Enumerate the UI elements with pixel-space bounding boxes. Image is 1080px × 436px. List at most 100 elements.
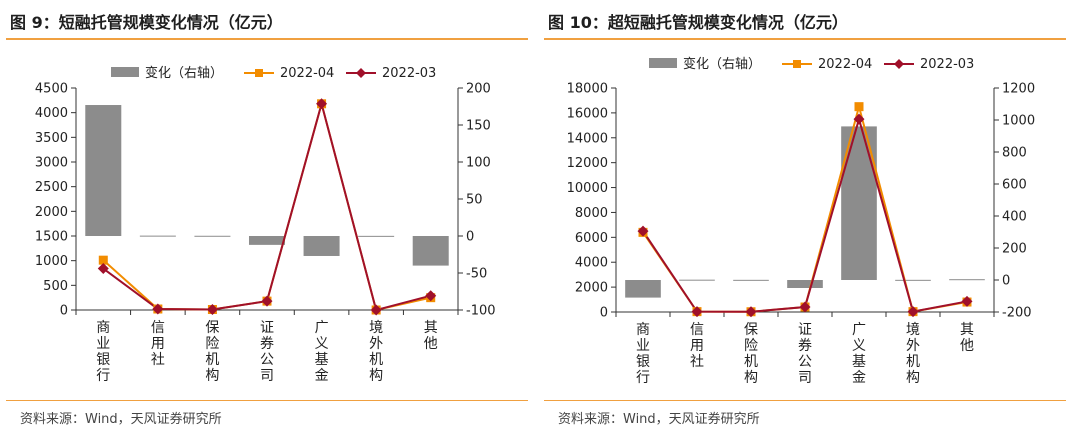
x-category-label: 广义基金 bbox=[315, 320, 329, 384]
bar-change bbox=[358, 235, 395, 237]
y-tick-label-left: 2000 bbox=[575, 281, 608, 296]
y-tick-label-left: 0 bbox=[60, 304, 68, 319]
y-tick-label-right: -200 bbox=[1002, 306, 1032, 321]
y-tick-label-right: 600 bbox=[1002, 178, 1027, 193]
y-tick-label-right: -50 bbox=[466, 267, 487, 282]
y-tick-label-left: 18000 bbox=[567, 82, 608, 97]
y-tick-label-right: 200 bbox=[1002, 242, 1027, 257]
y-tick-label-left: 4500 bbox=[35, 82, 68, 97]
x-category-label: 商业银行 bbox=[96, 320, 110, 384]
y-tick-label-left: 2500 bbox=[35, 180, 68, 195]
legend-marker-square bbox=[255, 69, 263, 77]
y-tick-label-left: 8000 bbox=[575, 206, 608, 221]
y-tick-label-left: 3500 bbox=[35, 131, 68, 146]
point-2022-03 bbox=[637, 225, 649, 237]
x-category-label: 广义基金 bbox=[852, 322, 866, 386]
y-tick-label-right: 100 bbox=[466, 156, 491, 171]
y-tick-label-right: 1200 bbox=[1002, 82, 1035, 97]
bar-change bbox=[679, 279, 715, 281]
point-2022-03 bbox=[152, 303, 164, 315]
y-tick-label-right: 1000 bbox=[1002, 114, 1035, 129]
y-tick-label-left: 16000 bbox=[567, 106, 608, 121]
x-category-label: 信用社 bbox=[151, 320, 165, 368]
point-2022-04 bbox=[854, 102, 864, 112]
legend-label: 2022-04 bbox=[280, 66, 334, 81]
title-rule bbox=[544, 38, 1066, 40]
figure-title: 图 10：超短融托管规模变化情况（亿元） bbox=[548, 13, 848, 32]
y-tick-label-left: 1000 bbox=[35, 254, 68, 269]
y-tick-label-left: 500 bbox=[43, 279, 68, 294]
bar-change bbox=[303, 236, 340, 256]
bar-change bbox=[787, 280, 823, 288]
y-tick-label-left: 1500 bbox=[35, 230, 68, 245]
legend-label: 变化（右轴） bbox=[145, 65, 223, 81]
bar-change bbox=[194, 235, 231, 237]
y-tick-label-left: 2000 bbox=[35, 205, 68, 220]
y-tick-label-left: 14000 bbox=[567, 131, 608, 146]
point-2022-03 bbox=[261, 295, 273, 307]
y-tick-label-left: 12000 bbox=[567, 156, 608, 171]
y-tick-label-right: 800 bbox=[1002, 146, 1027, 161]
y-tick-label-right: -100 bbox=[466, 304, 496, 319]
chart-fig10: 变化（右轴） 2022-04 2022-0302000400060008000100… bbox=[567, 56, 1035, 386]
chart-panel-fig10: 图 10：超短融托管规模变化情况（亿元） 变化（右轴） 2022-04 2022-0… bbox=[544, 0, 1074, 436]
x-category-label: 证券公司 bbox=[798, 322, 812, 386]
legend-swatch-bar bbox=[111, 67, 139, 77]
legend-label: 2022-04 bbox=[818, 57, 872, 72]
source-rule bbox=[6, 400, 528, 401]
legend-marker-diamond bbox=[894, 59, 904, 69]
legend-marker-square bbox=[793, 60, 801, 68]
y-tick-label-left: 3000 bbox=[35, 156, 68, 171]
legend-label: 变化（右轴） bbox=[683, 56, 761, 72]
y-tick-label-left: 4000 bbox=[35, 106, 68, 121]
point-2022-03 bbox=[206, 304, 218, 316]
bar-change bbox=[139, 235, 176, 237]
bar-change bbox=[412, 236, 449, 266]
point-2022-03 bbox=[907, 306, 919, 318]
x-category-label: 其他 bbox=[424, 320, 438, 352]
point-2022-03 bbox=[316, 98, 328, 110]
point-2022-03 bbox=[799, 301, 811, 313]
bar-change bbox=[85, 105, 122, 237]
y-tick-label-right: 400 bbox=[1002, 210, 1027, 225]
legend-swatch-bar bbox=[649, 58, 677, 68]
line-series-2022-04 bbox=[102, 99, 431, 312]
bar-change bbox=[248, 236, 286, 245]
bar-change bbox=[625, 280, 661, 298]
x-category-label: 其他 bbox=[960, 322, 974, 354]
x-category-label: 保险机构 bbox=[744, 322, 758, 386]
y-tick-label-right: 200 bbox=[466, 82, 491, 97]
line-series-2022-03 bbox=[102, 99, 431, 312]
point-2022-03 bbox=[691, 306, 703, 318]
chart-fig9: 变化（右轴） 2022-04 2022-0305001000150020002500… bbox=[35, 65, 496, 384]
source-rule bbox=[544, 400, 1066, 401]
y-tick-label-right: 0 bbox=[466, 230, 474, 245]
y-tick-label-right: 50 bbox=[466, 193, 483, 208]
y-tick-label-left: 0 bbox=[600, 306, 608, 321]
title-rule bbox=[6, 38, 528, 40]
point-2022-04 bbox=[98, 255, 108, 265]
legend-label: 2022-03 bbox=[920, 57, 974, 72]
point-2022-03 bbox=[745, 306, 757, 318]
x-category-label: 保险机构 bbox=[205, 320, 219, 384]
point-2022-03 bbox=[370, 304, 382, 316]
point-2022-03 bbox=[961, 295, 973, 307]
x-category-label: 信用社 bbox=[690, 322, 704, 370]
bar-change bbox=[733, 279, 769, 281]
legend-label: 2022-03 bbox=[382, 66, 436, 81]
bar-change bbox=[949, 279, 985, 281]
y-tick-label-right: 150 bbox=[466, 119, 491, 134]
legend-marker-diamond bbox=[356, 68, 366, 78]
x-category-label: 商业银行 bbox=[636, 322, 650, 386]
y-tick-label-left: 10000 bbox=[567, 181, 608, 196]
x-category-label: 境外机构 bbox=[906, 322, 920, 386]
y-tick-label-right: 0 bbox=[1002, 274, 1010, 289]
x-category-label: 证券公司 bbox=[260, 320, 274, 384]
point-2022-03 bbox=[97, 263, 109, 275]
x-category-label: 境外机构 bbox=[369, 320, 383, 384]
y-tick-label-left: 4000 bbox=[575, 256, 608, 271]
figure-title: 图 9：短融托管规模变化情况（亿元） bbox=[10, 13, 283, 32]
bar-change bbox=[895, 279, 931, 281]
y-tick-label-left: 6000 bbox=[575, 231, 608, 246]
source-note: 资料来源：Wind，天风证券研究所 bbox=[20, 412, 222, 427]
